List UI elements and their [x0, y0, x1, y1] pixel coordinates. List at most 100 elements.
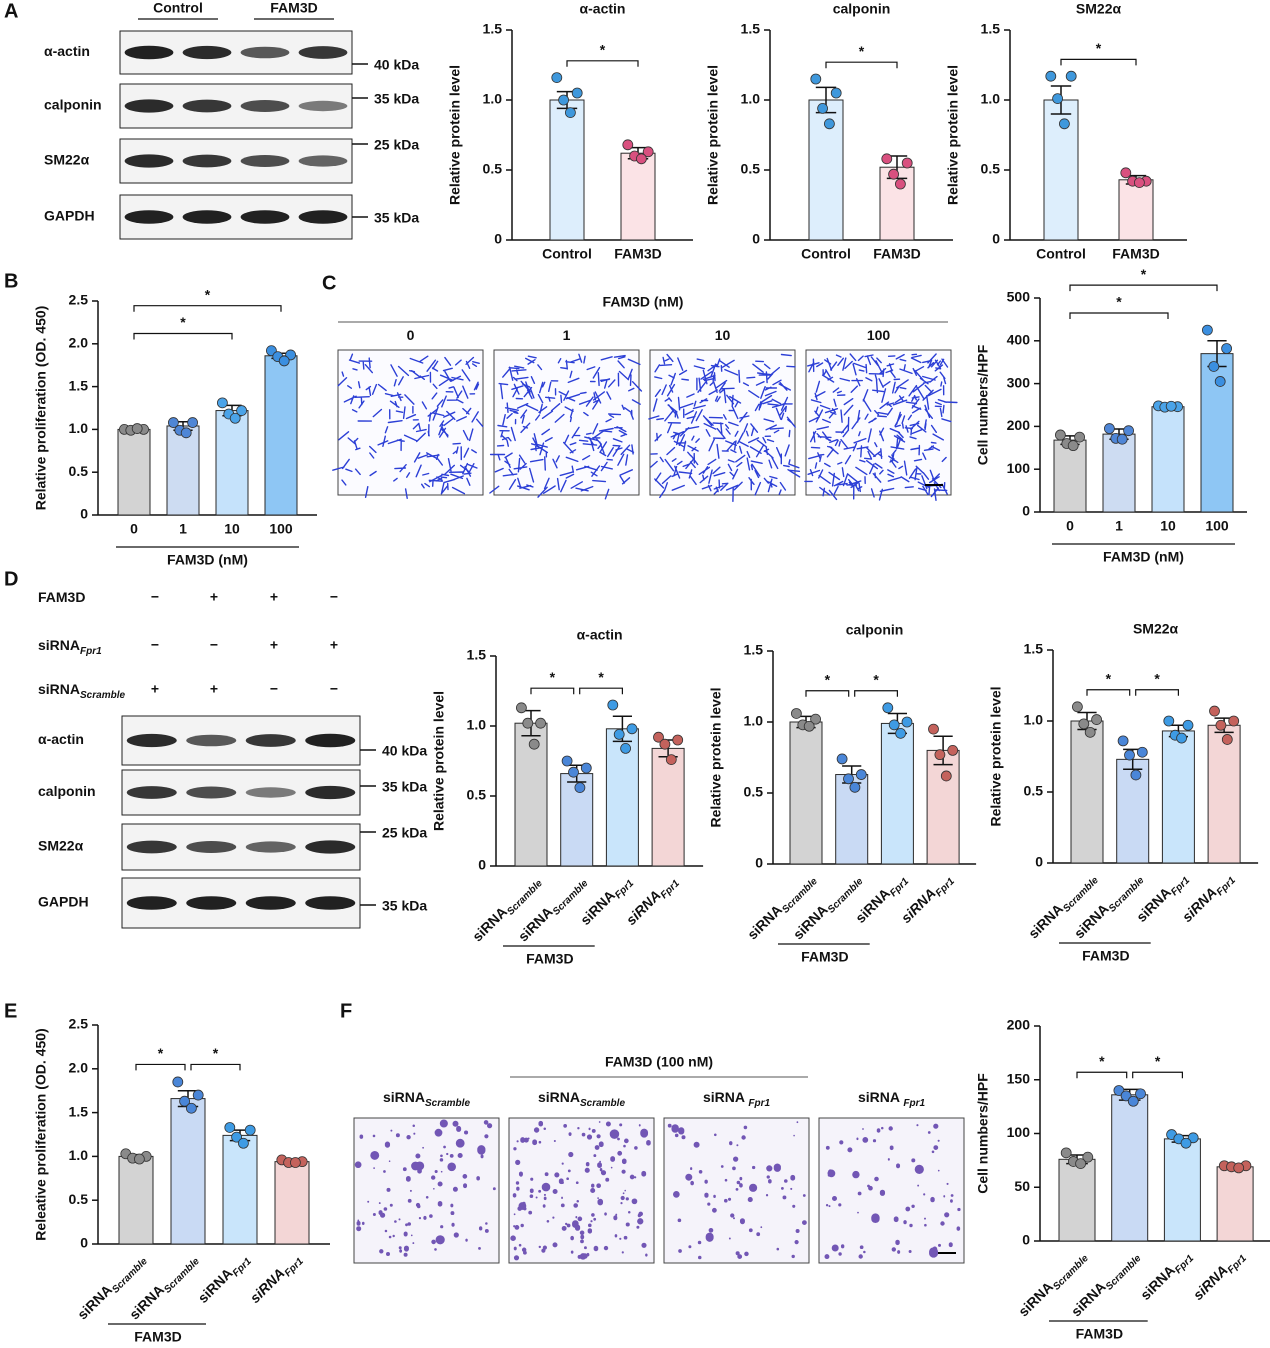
data-point: [1136, 746, 1148, 758]
micrograph-header: FAM3D (100 nM): [605, 1054, 713, 1070]
y-tick-label: 1.0: [467, 717, 487, 733]
y-tick-label: 1.5: [69, 1103, 89, 1119]
x-tick-label: Control: [801, 246, 851, 262]
y-tick-label: 1.5: [69, 377, 89, 393]
data-point: [843, 773, 854, 785]
y-tick-label: 100: [1007, 460, 1031, 476]
bar: [1053, 439, 1087, 513]
micrograph-label-sub: Scramble: [425, 1098, 470, 1109]
significance-label: *: [1099, 1053, 1105, 1069]
data-point: [659, 738, 671, 750]
data-point: [565, 107, 576, 118]
chart-title: SM22α: [1076, 1, 1122, 17]
significance-bracket: [1086, 689, 1131, 696]
y-tick-label: 0: [1035, 854, 1043, 870]
micrograph-label-main: siRNA: [383, 1089, 425, 1105]
data-point: [1180, 1137, 1192, 1149]
x-tick-label-main: siRNA: [194, 1265, 235, 1306]
data-point: [133, 1153, 145, 1165]
x-tick-label: siRNAScramble: [515, 871, 591, 947]
blot-row-label: calponin: [38, 783, 96, 799]
y-tick-label: 0: [478, 857, 486, 873]
bar: [880, 722, 914, 865]
bar: [926, 749, 960, 865]
significance-bracket: [135, 1063, 186, 1071]
x-tick-label: FAM3D: [614, 246, 661, 262]
chart-title: α-actin: [577, 627, 623, 643]
x-tick-label: 10: [224, 521, 240, 537]
y-tick-label: 2.0: [69, 1060, 89, 1076]
y-tick-label: 500: [1007, 289, 1031, 305]
panel-label: E: [4, 1000, 17, 1022]
panel-label: D: [4, 568, 18, 590]
micrograph-frame: [818, 1117, 965, 1264]
x-tick-label: siRNAFpr1: [897, 869, 957, 929]
data-point: [830, 87, 842, 99]
data-point: [1116, 433, 1128, 445]
bar: [651, 747, 685, 867]
bar: [118, 1155, 154, 1245]
data-point: [1067, 440, 1079, 452]
condition-sign: +: [270, 589, 278, 605]
chart-title: α-actin: [580, 1, 626, 17]
data-point: [881, 153, 893, 165]
y-tick-label: 0.5: [981, 161, 1001, 177]
condition-sign: +: [151, 681, 159, 697]
data-point: [1127, 1095, 1139, 1107]
y-tick-label: 1.5: [467, 647, 487, 663]
y-tick-label: 2.5: [69, 292, 89, 308]
x-tick-label-sub: Fpr1: [283, 1256, 306, 1279]
data-point: [849, 781, 861, 793]
blot-band: [298, 210, 348, 224]
data-point: [817, 103, 828, 114]
blot-band: [126, 786, 177, 799]
blot-band: [186, 896, 237, 910]
blot-band: [245, 734, 296, 747]
y-tick-label: 0: [1022, 1232, 1030, 1248]
y-tick-label: 50: [1014, 1178, 1030, 1194]
significance-label: *: [873, 671, 879, 687]
condition-label-main: siRNA: [38, 681, 80, 697]
micrograph-label: 100: [867, 327, 891, 343]
data-point: [1045, 70, 1057, 82]
x-tick-label-main: siRNA: [1137, 1262, 1178, 1303]
condition-sign: −: [270, 681, 278, 697]
y-tick-label: 0: [80, 1235, 88, 1251]
data-point: [882, 702, 894, 714]
x-tick-label-main: siRNA: [74, 1281, 115, 1322]
data-point: [167, 417, 179, 428]
marker-label: 35 kDa: [374, 91, 419, 107]
significance-label: *: [550, 669, 556, 685]
y-axis-label: Relative proliferation (OD. 450): [33, 306, 49, 511]
y-axis-label: Cell numbers/HPF: [975, 344, 991, 465]
data-point: [1052, 93, 1063, 104]
blot-band: [240, 46, 290, 59]
significance-label: *: [1141, 266, 1147, 282]
data-point: [187, 417, 199, 428]
y-tick-label: 0.5: [69, 463, 89, 479]
data-point: [1130, 769, 1142, 781]
y-tick-label: 1.0: [69, 1147, 89, 1163]
bar: [1070, 720, 1104, 864]
blot-row-label: calponin: [44, 97, 102, 113]
data-point: [558, 94, 569, 106]
y-tick-label: 0: [752, 231, 760, 247]
significance-bracket: [133, 332, 233, 340]
micrograph-label-sub: Scramble: [580, 1098, 625, 1109]
marker-label: 25 kDa: [374, 137, 419, 153]
blot-band: [245, 787, 296, 798]
x-tick-label: 100: [1205, 518, 1229, 534]
data-point: [1065, 70, 1077, 82]
data-point: [1084, 726, 1096, 738]
blot-band: [124, 210, 174, 224]
bar: [1163, 1138, 1201, 1242]
micrograph-cells: [804, 353, 958, 501]
data-point: [642, 146, 654, 158]
micrograph-cells: [354, 1119, 496, 1257]
data-point: [901, 716, 913, 728]
y-tick-label: 1.0: [69, 420, 89, 436]
x-tick-label: 100: [269, 521, 293, 537]
chart-title: calponin: [846, 622, 904, 638]
y-tick-label: 2.0: [69, 335, 89, 351]
data-point: [568, 766, 579, 778]
